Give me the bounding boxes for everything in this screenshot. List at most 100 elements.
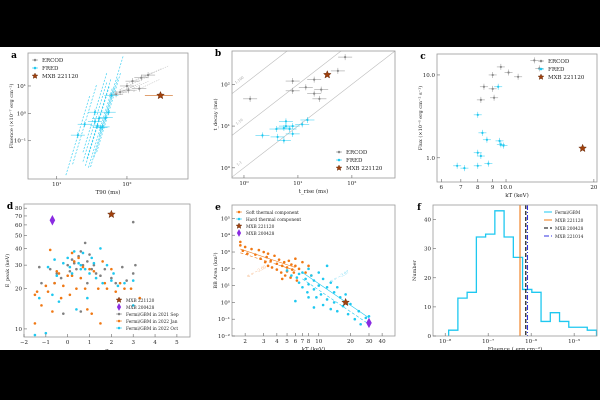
- data-point: [276, 135, 279, 139]
- data-point: [62, 312, 65, 315]
- data-point: [246, 252, 249, 255]
- data-point: [118, 281, 122, 285]
- data-point: [280, 277, 284, 281]
- fit-line: [302, 278, 370, 325]
- data-point: [266, 264, 270, 268]
- data-point: [125, 84, 129, 88]
- plot-area: [447, 205, 597, 336]
- data-point: [90, 312, 94, 315]
- data-point: [265, 255, 268, 259]
- legend-label: MXB 221120: [346, 166, 383, 172]
- series-ercod: [243, 54, 353, 102]
- x-tick-label: 5: [285, 339, 289, 345]
- histogram-bar: [587, 330, 596, 336]
- data-point: [282, 139, 286, 142]
- data-point: [120, 265, 124, 269]
- data-point: [44, 284, 48, 288]
- data-point: [239, 240, 242, 244]
- y-tick-label: 50: [15, 233, 22, 239]
- x-tick-label: 10²: [122, 181, 131, 188]
- data-point: [325, 285, 329, 289]
- data-point: [46, 290, 50, 293]
- trend-line: [126, 71, 153, 85]
- histogram-bar: [578, 327, 587, 336]
- x-tick-label: 2: [110, 340, 114, 346]
- data-point: [301, 271, 304, 274]
- y-tick-label: 30: [15, 263, 22, 269]
- data-point: [336, 69, 339, 73]
- legend: MXB 221120 MXB 200428 Fermi/GBM in 2021 Se…: [115, 296, 179, 332]
- data-point: [92, 261, 96, 265]
- y-axis-label: Flux (×10⁻⁶ erg cm⁻² s⁻¹): [417, 86, 424, 151]
- y-tick-label: 10¹: [17, 83, 26, 90]
- data-point: [44, 331, 48, 335]
- x-tick-label: 5: [175, 340, 179, 346]
- legend-marker: [237, 210, 241, 214]
- legend: ERCOD FRED MXB 221120: [335, 150, 383, 172]
- series-soft-thermal-component: [239, 240, 313, 282]
- data-point: [83, 241, 87, 245]
- x-tick-label: 2: [243, 339, 247, 345]
- histogram-bar: [486, 234, 495, 336]
- data-point: [284, 120, 288, 123]
- data-point: [476, 151, 479, 154]
- legend-label: ERCOD: [548, 59, 570, 65]
- data-point-star: [156, 90, 165, 100]
- data-point: [456, 164, 459, 167]
- panel-c: c6 7 8 9 10.0 201.010.0kT (keV)Flux (×10⁻⁶ er…: [417, 52, 598, 199]
- data-point: [72, 261, 76, 265]
- data-point: [295, 279, 299, 282]
- histogram-bar: [449, 330, 458, 336]
- data-point: [40, 281, 43, 285]
- data-point: [517, 75, 520, 78]
- panel-f: f 10⁻⁸ 10⁻⁷ 10⁻⁶ 10⁻⁵ 0 10 20 30 40 Fluence ( erg …: [412, 203, 598, 350]
- data-point: [463, 167, 466, 170]
- x-tick-label: 10⁻⁷: [482, 338, 495, 345]
- data-point: [79, 267, 83, 271]
- data-point: [241, 249, 245, 252]
- data-point: [329, 307, 333, 311]
- panel-d: d −2 −1 0 1 2 3 4 5 10 20 30 40 50 60 70 80 α E_peak (keV)…: [4, 202, 191, 350]
- data-point: [79, 263, 83, 267]
- data-point: [344, 55, 347, 59]
- legend-label: Fermi/GBM in 2022 Oct: [126, 327, 178, 332]
- y-tick-label: 0: [428, 334, 432, 340]
- axes-frame: [231, 204, 396, 337]
- legend-star-icon: [115, 296, 123, 303]
- x-axis-label: Fluence ( erg cm⁻²): [488, 346, 543, 350]
- data-point: [55, 274, 59, 278]
- data-point: [114, 290, 118, 293]
- x-tick-label: 10²: [347, 180, 356, 187]
- data-point: [90, 267, 94, 271]
- data-point: [37, 265, 41, 269]
- legend-label: MXB 221120: [246, 225, 275, 230]
- data-point: [301, 285, 304, 289]
- data-point: [502, 144, 505, 147]
- x-tick-label: 20: [590, 185, 597, 191]
- data-point: [96, 124, 99, 127]
- y-axis-label: Number: [412, 259, 418, 280]
- ratio-line: [232, 51, 395, 178]
- data-point: [94, 276, 98, 280]
- data-point: [335, 285, 339, 289]
- series-mxb-221120: [323, 70, 332, 79]
- data-point: [481, 131, 484, 134]
- series-mxb-221120: [107, 209, 116, 219]
- data-point: [114, 93, 118, 96]
- data-point: [86, 260, 89, 263]
- x-tick-label: 10¹: [52, 181, 61, 188]
- data-point: [257, 248, 261, 252]
- data-point: [72, 260, 76, 263]
- data-point: [325, 298, 329, 301]
- trend-line: [109, 84, 137, 98]
- x-axis-label: kT (keV): [505, 192, 529, 199]
- figure-canvas: a 10¹ 10² 10⁻¹ 10⁰ 10¹ T90 (ms) Fluence (×10⁻⁷ …: [0, 47, 600, 350]
- data-point: [320, 88, 323, 91]
- x-tick-label: −2: [20, 340, 28, 346]
- legend-marker: [539, 67, 543, 71]
- x-axis-label: t_rise (ms): [299, 188, 329, 195]
- data-point: [131, 220, 135, 224]
- data-point: [275, 268, 279, 271]
- data-point: [332, 301, 336, 304]
- legend-label: MXB 200428: [246, 232, 275, 237]
